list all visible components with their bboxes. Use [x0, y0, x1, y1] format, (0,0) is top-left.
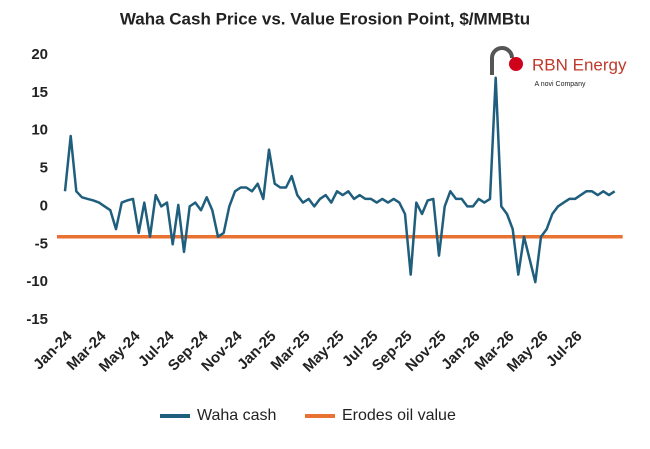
y-tick-label: 0 — [40, 197, 48, 214]
legend-label: Erodes oil value — [342, 407, 456, 424]
y-tick-label: 20 — [31, 46, 48, 63]
legend: Waha cash Erodes oil value — [160, 407, 456, 424]
y-tick-label: -5 — [35, 235, 48, 252]
logo-tagline: A novi Company — [535, 81, 586, 88]
logo-name: RBN Energy — [532, 55, 627, 74]
series-line — [63, 76, 616, 284]
logo: RBN Energy A novi Company — [490, 46, 627, 88]
y-tick-label: 15 — [31, 84, 48, 101]
legend-label: Waha cash — [197, 407, 276, 424]
y-tick-label: -15 — [26, 311, 48, 328]
y-tick-label: 10 — [31, 122, 48, 139]
logo-arc — [490, 46, 514, 75]
logo-dot — [509, 57, 523, 71]
chart-title: Waha Cash Price vs. Value Erosion Point,… — [120, 9, 530, 28]
y-tick-label: -10 — [26, 273, 48, 290]
y-tick-label: 5 — [40, 160, 48, 177]
